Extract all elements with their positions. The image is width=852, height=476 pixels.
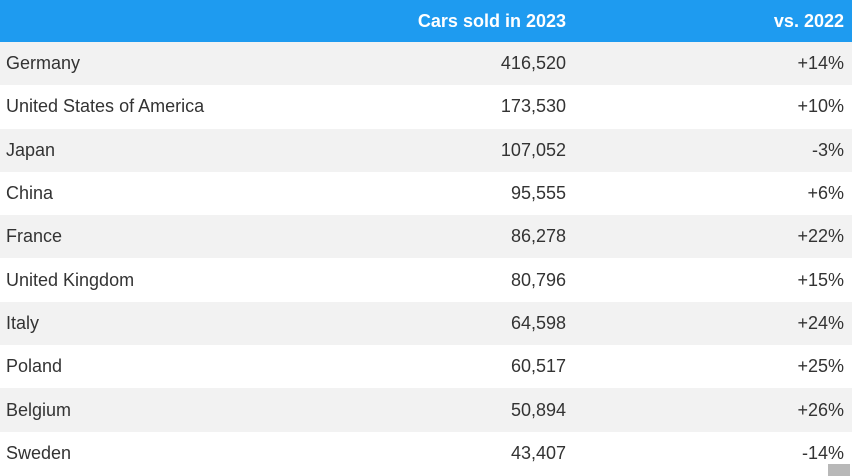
change-cell: +25% [797, 356, 844, 377]
change-cell: -3% [811, 139, 844, 160]
corner-mark [828, 464, 850, 476]
table-row: United Kingdom 80,796 +15% [0, 258, 852, 302]
change-cell: +14% [797, 53, 844, 74]
country-cell: Poland [6, 356, 63, 377]
table-row: United States of America 173,530 +10% [0, 85, 852, 129]
cars-sold-cell: 173,530 [500, 96, 566, 117]
cars-sold-cell: 43,407 [510, 442, 566, 463]
country-cell: Germany [6, 53, 81, 74]
table-row: Japan 107,052 -3% [0, 128, 852, 172]
table-row: Poland 60,517 +25% [0, 345, 852, 389]
table-row: France 86,278 +22% [0, 215, 852, 259]
header-country [0, 0, 356, 42]
header-cars-sold: Cars sold in 2023 [417, 10, 566, 31]
country-cell: Sweden [6, 442, 72, 463]
change-cell: -14% [801, 442, 844, 463]
cars-sold-cell: 64,598 [510, 312, 566, 333]
cars-sold-cell: 416,520 [500, 53, 566, 74]
table-header-row: Cars sold in 2023 vs. 2022 [0, 0, 852, 42]
country-cell: United Kingdom [6, 269, 135, 290]
cars-sold-cell: 107,052 [500, 139, 566, 160]
table-row: Belgium 50,894 +26% [0, 388, 852, 432]
change-cell: +22% [797, 226, 844, 247]
cars-sold-cell: 60,517 [510, 356, 566, 377]
cars-sold-cell: 95,555 [510, 183, 566, 204]
table-body: Germany 416,520 +14% United States of Ameri… [0, 42, 852, 475]
country-cell: Italy [6, 312, 40, 333]
cars-sold-cell: 86,278 [510, 226, 566, 247]
country-cell: China [6, 183, 54, 204]
country-cell: France [6, 226, 63, 247]
table-row: Germany 416,520 +14% [0, 42, 852, 86]
table-row: Sweden 43,407 -14% [0, 431, 852, 475]
change-cell: +10% [797, 96, 844, 117]
header-change: vs. 2022 [773, 10, 844, 31]
change-cell: +15% [797, 269, 844, 290]
cars-sold-cell: 50,894 [510, 399, 566, 420]
table-row: Italy 64,598 +24% [0, 301, 852, 346]
country-cell: Japan [6, 139, 56, 160]
change-cell: +6% [807, 183, 844, 204]
country-cell: Belgium [6, 399, 72, 420]
table-row: China 95,555 +6% [0, 171, 852, 216]
country-cell: United States of America [6, 96, 205, 117]
change-cell: +24% [797, 312, 844, 333]
cars-sold-cell: 80,796 [510, 269, 566, 290]
change-cell: +26% [797, 399, 844, 420]
